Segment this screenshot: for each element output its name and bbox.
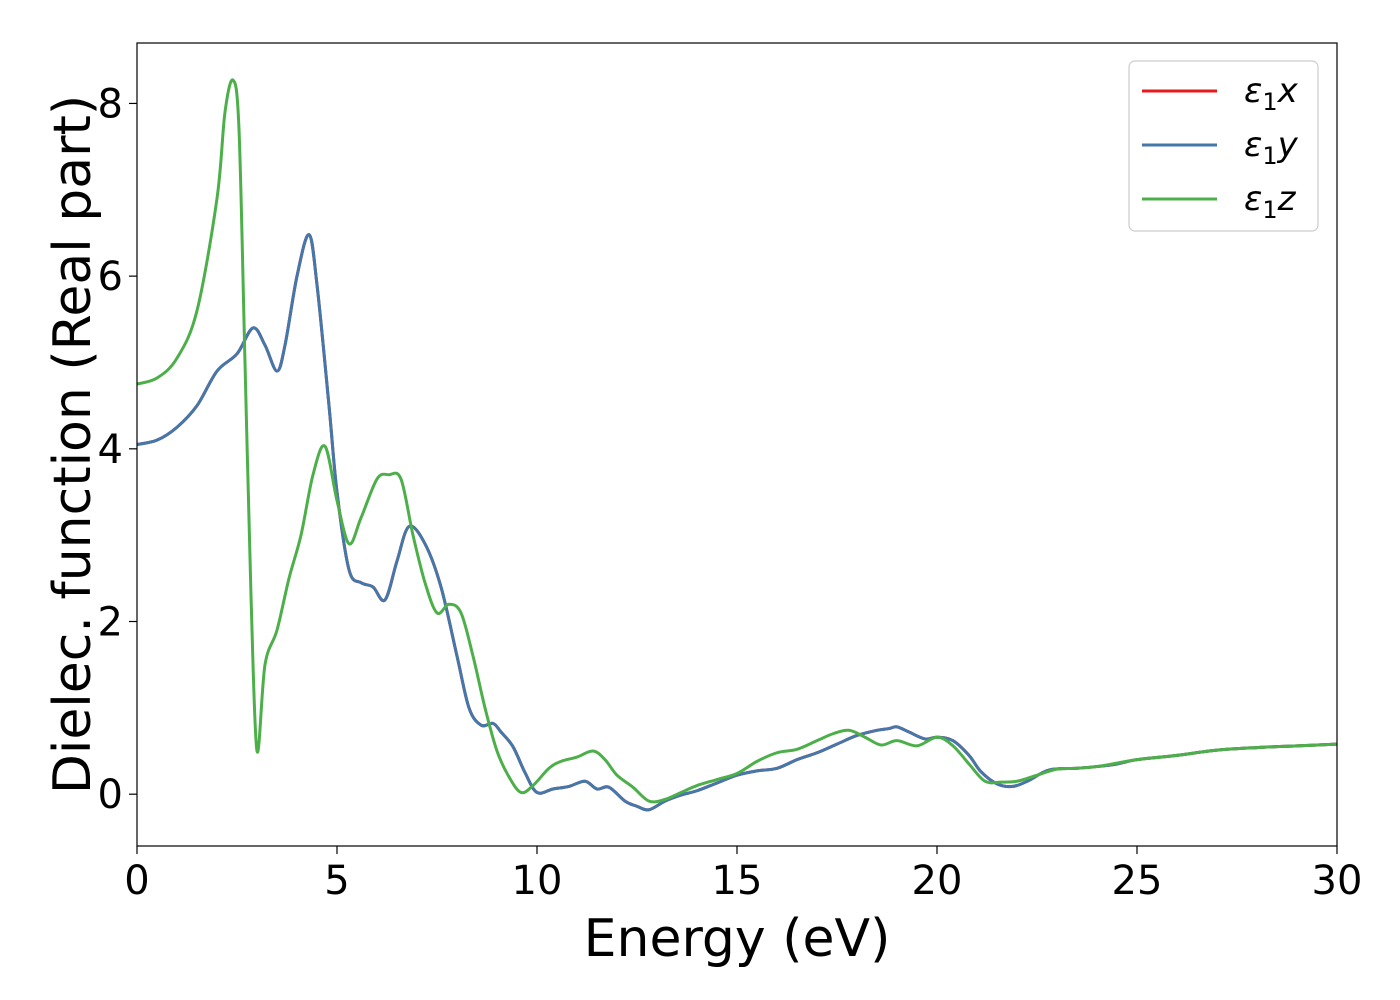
y-axis-label: Dielec. function (Real part) [43, 95, 103, 794]
x-tick-label: 5 [324, 858, 349, 904]
series-line-z [137, 78, 1337, 804]
x-axis-label: Energy (eV) [584, 909, 891, 969]
legend-entry-z: ε1z [1244, 179, 1297, 224]
axis-ticks: 0 5 10 15 20 25 30 0 2 4 6 8 [98, 81, 1363, 904]
y-tick-label: 4 [98, 427, 123, 473]
legend-subscript: 1 [1262, 196, 1277, 224]
legend-epsilon: ε [1244, 125, 1262, 165]
series-line-x [137, 233, 1337, 812]
x-tick-label: 0 [124, 858, 149, 904]
x-tick-label: 15 [712, 858, 763, 904]
x-tick-label: 25 [1112, 858, 1163, 904]
legend-component: z [1277, 179, 1297, 219]
legend-entry-y: ε1y [1244, 125, 1299, 170]
legend-component: y [1277, 125, 1299, 165]
x-tick-label: 20 [912, 858, 963, 904]
series-lines [137, 78, 1337, 812]
x-tick-label: 10 [512, 858, 563, 904]
series-line-y [137, 233, 1337, 812]
legend-component: x [1277, 71, 1299, 111]
y-tick-label: 8 [98, 81, 123, 127]
legend-box [1128, 60, 1319, 232]
legend-entry-x: ε1x [1244, 71, 1299, 116]
legend-subscript: 1 [1262, 88, 1277, 116]
y-tick-label: 0 [98, 772, 123, 818]
legend-epsilon: ε [1244, 71, 1262, 111]
y-tick-label: 2 [98, 600, 123, 646]
x-tick-label: 30 [1312, 858, 1363, 904]
y-tick-label: 6 [98, 254, 123, 300]
legend-epsilon: ε [1244, 179, 1262, 219]
legend-subscript: 1 [1262, 142, 1277, 170]
